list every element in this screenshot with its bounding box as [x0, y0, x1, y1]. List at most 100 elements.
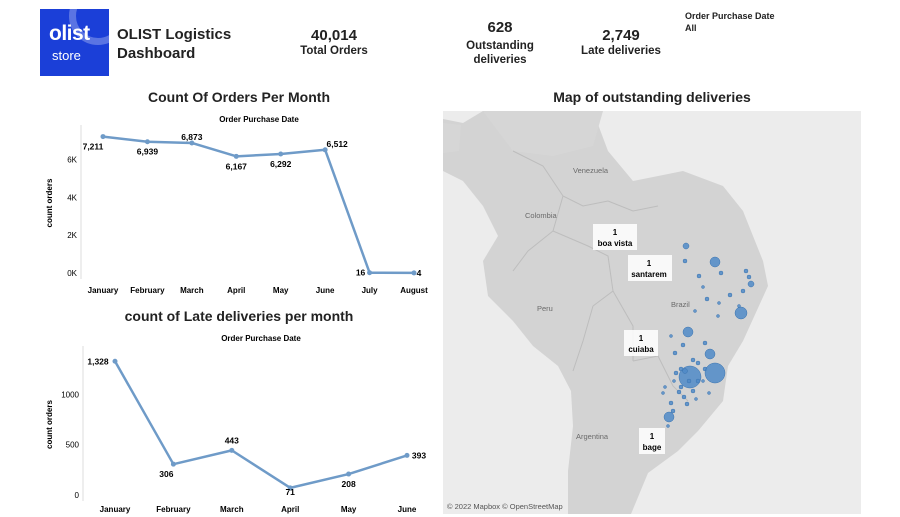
x-tick-label: May — [273, 286, 289, 295]
x-tick-label: August — [400, 286, 428, 295]
kpi-value: 628 — [487, 19, 513, 36]
delivery-bubble[interactable] — [718, 270, 724, 276]
delivery-bubble[interactable] — [701, 379, 705, 383]
data-point[interactable] — [233, 153, 239, 159]
data-point[interactable] — [404, 452, 410, 458]
data-label: 4 — [417, 268, 422, 278]
delivery-bubble[interactable] — [684, 401, 690, 407]
delivery-bubble[interactable] — [673, 370, 679, 376]
orders-per-month-chart: Order Purchase Date count orders 0K 2K 4K 6K J… — [45, 115, 428, 295]
delivery-bubble[interactable] — [666, 424, 670, 428]
city-label-bage: 1 bage — [639, 428, 665, 454]
delivery-bubble[interactable] — [678, 366, 684, 372]
data-point[interactable] — [346, 471, 352, 477]
delivery-bubble[interactable] — [701, 285, 705, 289]
delivery-bubble[interactable] — [695, 378, 701, 384]
delivery-bubble[interactable] — [746, 274, 752, 280]
delivery-bubble[interactable] — [682, 242, 690, 250]
delivery-bubble[interactable] — [716, 314, 720, 318]
data-point[interactable] — [100, 134, 106, 140]
city-label-santarem: 1 santarem — [628, 255, 672, 281]
delivery-bubble[interactable] — [696, 273, 702, 279]
data-label: 6,873 — [181, 132, 203, 142]
north-coast-land — [483, 111, 603, 156]
delivery-bubble[interactable] — [672, 379, 676, 383]
data-label: 71 — [285, 487, 295, 497]
delivery-bubble[interactable] — [747, 280, 755, 288]
country-label-peru: Peru — [537, 304, 553, 313]
filter-value[interactable]: All — [685, 23, 697, 33]
delivery-bubble[interactable] — [682, 326, 694, 338]
chart-subtitle: Order Purchase Date — [221, 334, 301, 343]
delivery-bubble[interactable] — [702, 340, 708, 346]
x-tick-label: July — [362, 286, 379, 295]
x-tick-label: January — [100, 505, 131, 514]
delivery-bubble[interactable] — [669, 334, 673, 338]
delivery-bubble[interactable] — [694, 397, 698, 401]
data-point[interactable] — [411, 270, 417, 276]
country-borders — [512, 150, 689, 402]
city-label-boa-vista: 1 boa vista — [593, 224, 637, 250]
delivery-bubble[interactable] — [743, 268, 749, 274]
delivery-bubble[interactable] — [727, 292, 733, 298]
delivery-bubble[interactable] — [663, 411, 675, 423]
delivery-bubble[interactable] — [704, 348, 716, 360]
data-point[interactable] — [367, 270, 373, 276]
data-point[interactable] — [189, 140, 195, 146]
kpi-value: 2,749 — [602, 27, 640, 44]
delivery-bubble[interactable] — [693, 309, 697, 313]
delivery-bubble[interactable] — [678, 384, 684, 390]
delivery-bubble[interactable] — [686, 378, 692, 384]
data-point[interactable] — [229, 447, 235, 453]
y-axis-label: count orders — [45, 178, 54, 227]
delivery-bubble[interactable] — [681, 394, 687, 400]
y-axis-label: count orders — [45, 400, 54, 449]
y-tick-label: 4K — [67, 193, 77, 202]
delivery-bubble[interactable] — [661, 391, 665, 395]
kpi-label: Total Orders — [300, 45, 368, 57]
data-point[interactable] — [170, 461, 176, 467]
delivery-bubble[interactable] — [670, 408, 676, 414]
country-label-brazil: Brazil — [671, 300, 690, 309]
delivery-bubble[interactable] — [682, 368, 688, 374]
delivery-bubble[interactable] — [704, 296, 710, 302]
data-point[interactable] — [322, 147, 328, 153]
delivery-bubble[interactable] — [672, 350, 678, 356]
delivery-bubble[interactable] — [690, 357, 696, 363]
logo-ring-decoration — [69, 9, 109, 45]
outstanding-deliveries-map[interactable]: Venezuela Colombia Brazil Peru Argentina… — [443, 111, 861, 514]
late-deliveries-chart-title: count of Late deliveries per month — [124, 308, 354, 324]
delivery-bubble[interactable] — [709, 256, 721, 268]
logo-text-store: store — [52, 48, 81, 63]
data-point[interactable] — [112, 358, 118, 364]
delivery-bubble[interactable] — [663, 385, 667, 389]
x-tick-label: April — [281, 505, 299, 514]
delivery-bubble[interactable] — [707, 391, 711, 395]
x-tick-label: January — [88, 286, 119, 295]
delivery-bubble[interactable] — [740, 288, 746, 294]
map-attribution[interactable]: © 2022 Mapbox © OpenStreetMap — [447, 502, 563, 511]
delivery-bubble[interactable] — [690, 388, 696, 394]
x-tick-label: April — [227, 286, 245, 295]
delivery-bubble[interactable] — [717, 301, 721, 305]
city-name: santarem — [631, 270, 667, 279]
x-tick-label: March — [220, 505, 244, 514]
data-point[interactable] — [278, 151, 284, 157]
data-point[interactable] — [287, 485, 293, 491]
delivery-bubble[interactable] — [734, 306, 748, 320]
city-count: 1 — [650, 432, 655, 441]
series-line — [102, 135, 415, 275]
data-label: 6,167 — [226, 161, 248, 171]
delivery-bubble[interactable] — [682, 258, 688, 264]
delivery-bubble[interactable] — [668, 400, 674, 406]
delivery-bubble[interactable] — [704, 362, 726, 384]
y-tick-label: 1000 — [61, 390, 79, 399]
south-america-land — [443, 111, 768, 514]
series-line — [113, 360, 408, 490]
delivery-bubble[interactable] — [676, 389, 682, 395]
data-point[interactable] — [144, 139, 150, 145]
delivery-bubble[interactable] — [695, 360, 701, 366]
data-label: 6,292 — [270, 159, 292, 169]
order-purchase-date-filter[interactable]: Order Purchase Date All — [685, 10, 775, 34]
delivery-bubble[interactable] — [680, 342, 686, 348]
